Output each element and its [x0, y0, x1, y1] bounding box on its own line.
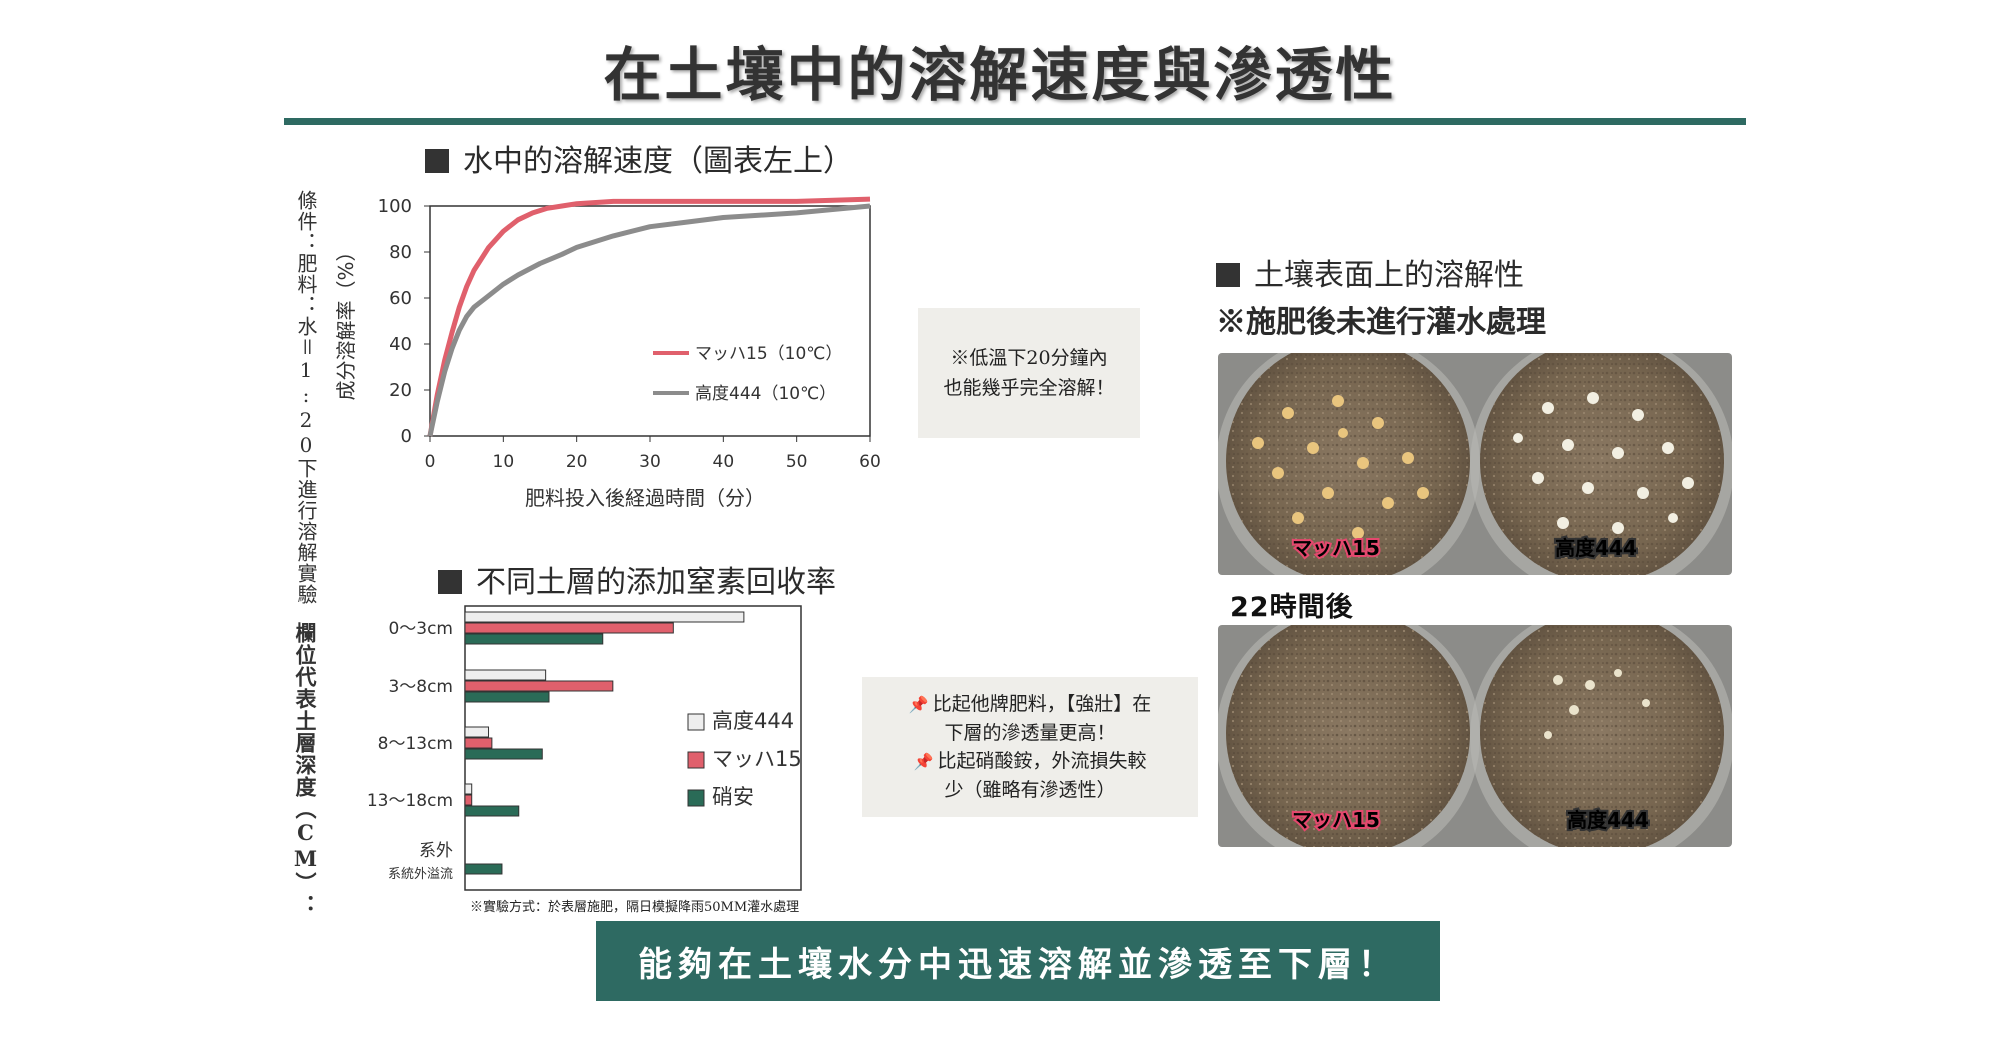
title-divider	[284, 118, 1746, 125]
bar-shoan	[464, 633, 604, 645]
y-tick-label: 100	[378, 196, 412, 217]
x-tick-label: 10	[493, 452, 515, 472]
soil-section-heading: 不同土層的添加窒素回收率	[438, 557, 836, 601]
legend-shoan-label: 硝安	[712, 785, 754, 809]
category-label: 13〜18cm	[367, 791, 453, 811]
petri-dish-right	[1470, 625, 1732, 847]
y-axis-label: 成分溶解率（%）	[335, 241, 358, 400]
bar-mach15	[464, 622, 674, 634]
x-tick-label: 60	[859, 452, 881, 472]
soil-note-line-2: 下層的滲透量更高！	[944, 722, 1116, 744]
x-axis-label: 肥料投入後経過時間（分）	[525, 486, 765, 510]
plot-frame	[429, 205, 871, 437]
surface-section-heading: 土壤表面上的溶解性	[1216, 250, 1524, 294]
surface-subheading: ※施肥後未進行灌水處理	[1216, 305, 1546, 340]
bar-chart-legend: 高度444 マッハ15 硝安	[687, 709, 802, 809]
x-tick-label: 0	[425, 452, 436, 472]
y-tick-label: 0	[401, 426, 412, 447]
soil-heading-text: 不同土層的添加窒素回收率	[476, 565, 836, 600]
category-label: 3〜8cm	[388, 677, 453, 697]
pushpin-icon: 📌	[913, 752, 934, 771]
category-label: 8〜13cm	[378, 734, 453, 754]
bar-shoan	[464, 863, 503, 875]
surface-heading-text: 土壤表面上的溶解性	[1254, 258, 1524, 293]
page-title: 在土壤中的溶解速度與滲透性	[603, 41, 1397, 109]
elapsed-time-label: 22時間後	[1230, 592, 1354, 623]
bar-mach15	[464, 794, 473, 806]
square-bullet-icon	[1216, 263, 1240, 287]
water-section-heading: 水中的溶解速度（圖表左上）	[425, 136, 853, 180]
soil-note-box: 📌 比起他牌肥料，【強壯】在 下層的滲透量更高！ 📌 比起硝酸銨，外流損失較 少（雖…	[862, 677, 1198, 817]
bar-shoan	[464, 691, 550, 703]
square-bullet-icon	[438, 570, 462, 594]
x-tick-label: 30	[639, 452, 661, 472]
water-note-line-2: 也能幾乎完全溶解！	[943, 377, 1115, 399]
depth-side-label: 欄位代表土層深度（CM）：	[293, 622, 318, 916]
pushpin-icon: 📌	[908, 695, 929, 714]
bar-kodo444	[464, 783, 473, 795]
category-sublabel: 系統外溢流	[388, 867, 453, 882]
water-note-line-1: ※低溫下20分鐘內	[950, 347, 1108, 369]
y-tick-label: 20	[389, 380, 412, 401]
legend-kodo444-label: 高度444	[712, 709, 794, 733]
soil-note-line-1: 比起他牌肥料，【強壯】在	[932, 693, 1152, 715]
condition-label: 條件：肥料：水＝1:20下進行溶解實驗	[294, 190, 318, 605]
category-label: 0〜3cm	[388, 619, 453, 639]
water-note-box: ※低溫下20分鐘內 也能幾乎完全溶解！	[918, 308, 1140, 438]
experiment-footnote: ※實驗方式：於表層施肥，隔日模擬降雨50MM灌水處理	[470, 900, 800, 915]
series-line-kodo444	[427, 203, 871, 437]
bar-mach15	[464, 737, 493, 749]
soil-note-line-3: 比起硝酸銨，外流損失較	[937, 750, 1147, 772]
water-heading-text: 水中的溶解速度（圖表左上）	[463, 144, 853, 179]
series-line-mach15	[427, 196, 871, 437]
y-tick-label: 60	[389, 288, 412, 309]
soil-photo-22h: マッハ15 高度444	[1218, 625, 1732, 847]
petri-dish-left	[1218, 625, 1480, 847]
dish-label-kodo444: 高度444	[1555, 536, 1637, 560]
category-label: 系外	[419, 841, 453, 861]
line-chart-legend: マッハ15（10℃） 高度444（10℃）	[653, 344, 842, 404]
bar-kodo444	[464, 611, 745, 623]
y-tick-label: 40	[389, 334, 412, 355]
soil-photo-initial: マッハ15 高度444	[1218, 353, 1732, 575]
bar-kodo444	[464, 726, 490, 738]
x-tick-label: 50	[786, 452, 808, 472]
square-bullet-icon	[425, 149, 449, 173]
bar-shoan	[464, 748, 543, 760]
legend-label-mach15: マッハ15（10℃）	[695, 344, 842, 364]
soil-note-line-4: 少（雖略有滲透性）	[944, 779, 1116, 801]
dish-label-kodo444: 高度444	[1567, 808, 1649, 832]
dish-label-mach15: マッハ15	[1292, 536, 1380, 560]
legend-shoan-swatch	[687, 789, 705, 807]
petri-dish-left	[1218, 353, 1480, 575]
summary-banner: 能夠在土壤水分中迅速溶解並滲透至下層！	[596, 921, 1440, 1001]
bar-mach15	[464, 680, 614, 692]
x-tick-label: 20	[566, 452, 588, 472]
bar-plot-frame	[464, 605, 802, 891]
dissolution-line-chart: 0 20 40 60 80 100 0 10 20 30 40 50 60 成分溶解率（%） 肥料投入…	[335, 196, 881, 510]
legend-mach15-label: マッハ15	[712, 747, 802, 771]
legend-label-kodo444: 高度444（10℃）	[695, 384, 836, 404]
dish-label-mach15: マッハ15	[1292, 808, 1380, 832]
bar-shoan	[464, 805, 520, 817]
petri-dish-right	[1470, 353, 1732, 575]
soil-note-item-2: 📌 比起硝酸銨，外流損失較	[914, 747, 1147, 776]
x-tick-label: 40	[713, 452, 735, 472]
legend-kodo444-swatch	[687, 713, 705, 731]
soil-note-item-1: 📌 比起他牌肥料，【強壯】在	[909, 690, 1151, 719]
y-tick-label: 80	[389, 242, 412, 263]
legend-mach15-swatch	[687, 751, 705, 769]
bar-kodo444	[464, 669, 547, 681]
